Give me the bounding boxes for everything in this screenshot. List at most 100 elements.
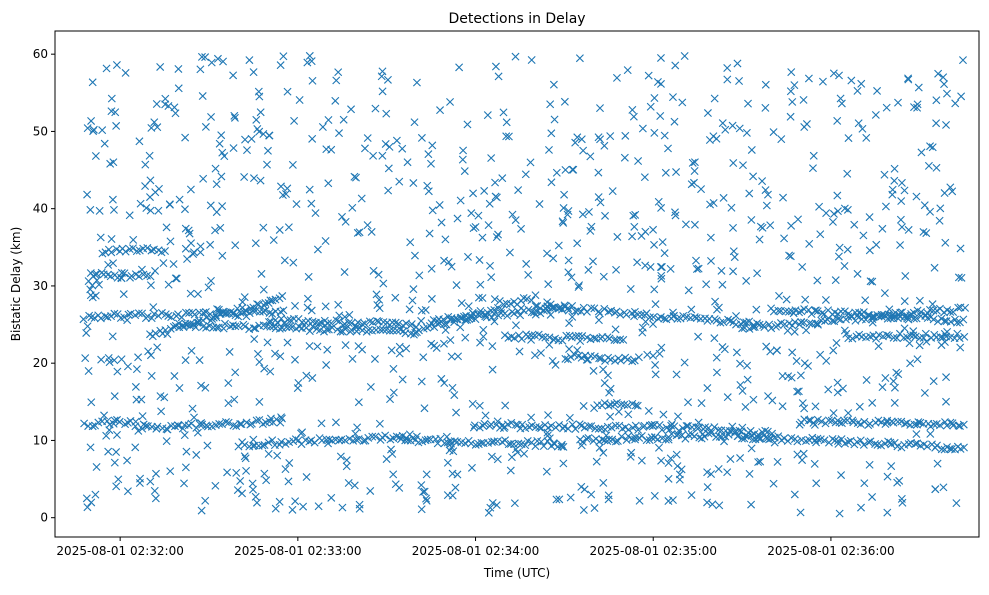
data-point (357, 194, 366, 203)
data-point (88, 422, 97, 431)
data-point (724, 315, 733, 324)
data-point (468, 399, 477, 408)
data-point (546, 100, 555, 109)
data-point (207, 58, 216, 67)
data-point (181, 244, 190, 253)
data-point (379, 325, 388, 334)
data-point (624, 432, 633, 441)
data-point (214, 305, 223, 314)
data-point (119, 290, 128, 299)
data-point (712, 368, 721, 377)
data-point (327, 145, 336, 154)
data-point (285, 323, 294, 331)
data-point (924, 161, 933, 170)
data-point (144, 347, 153, 356)
data-point (391, 318, 400, 327)
data-point (471, 440, 480, 449)
data-point (79, 315, 88, 324)
data-point (341, 341, 350, 350)
data-point (487, 154, 496, 163)
data-point (113, 430, 121, 439)
data-point (761, 186, 770, 195)
data-point (582, 355, 591, 364)
data-point (792, 357, 801, 366)
data-point (804, 416, 813, 425)
data-point (793, 437, 802, 446)
data-point (705, 136, 714, 144)
data-point (782, 295, 791, 304)
data-point (531, 442, 540, 451)
data-point (84, 367, 93, 375)
data-point (480, 186, 489, 195)
data-point (552, 495, 561, 504)
data-point (773, 457, 782, 466)
data-point (483, 111, 492, 120)
data-point (905, 339, 914, 348)
data-point (288, 160, 297, 169)
data-point (336, 327, 345, 336)
data-point (629, 211, 638, 220)
data-point (439, 339, 448, 348)
data-point (564, 304, 573, 313)
data-point (694, 332, 703, 341)
data-point (253, 349, 262, 358)
data-point (943, 327, 952, 336)
data-point (234, 312, 243, 321)
data-point (150, 310, 159, 318)
data-point (233, 486, 242, 495)
data-point (812, 438, 821, 447)
data-point (139, 420, 148, 429)
data-point (647, 433, 656, 442)
data-point (190, 310, 199, 319)
data-point (516, 424, 525, 433)
data-point (256, 176, 265, 185)
data-point (909, 327, 918, 336)
data-point (266, 414, 275, 423)
data-point (198, 92, 207, 101)
data-point (594, 307, 603, 316)
data-point (922, 229, 931, 238)
data-point (932, 119, 941, 128)
data-point (835, 509, 844, 518)
data-point (491, 192, 500, 201)
data-point (715, 501, 724, 510)
data-point (175, 384, 184, 393)
data-point (641, 317, 650, 326)
data-point (452, 408, 461, 417)
data-point (151, 469, 160, 478)
data-point (630, 312, 639, 321)
data-point (735, 124, 744, 133)
data-point (314, 319, 323, 328)
data-point (212, 180, 221, 189)
data-point (833, 388, 842, 397)
data-point (789, 309, 798, 318)
data-point (229, 308, 238, 317)
data-point (843, 245, 852, 254)
data-point (935, 421, 944, 430)
data-point (930, 263, 939, 272)
data-point (260, 469, 269, 478)
data-point (672, 168, 681, 177)
data-point (862, 375, 871, 384)
data-point (193, 428, 202, 437)
data-point (464, 302, 473, 311)
data-point (249, 324, 258, 333)
data-point (756, 434, 765, 443)
data-point (576, 337, 585, 345)
data-point (913, 439, 922, 448)
data-point (574, 331, 583, 340)
data-point (738, 434, 746, 443)
data-point (499, 108, 508, 117)
data-point (785, 251, 794, 260)
data-point (156, 62, 165, 71)
data-point (351, 173, 360, 182)
data-point (544, 280, 553, 289)
data-point (873, 86, 882, 95)
data-point (552, 168, 561, 177)
data-point (457, 313, 466, 322)
data-point (697, 434, 706, 443)
data-point (718, 343, 727, 352)
data-point (844, 134, 853, 143)
data-point (933, 459, 942, 468)
data-point (391, 293, 400, 302)
